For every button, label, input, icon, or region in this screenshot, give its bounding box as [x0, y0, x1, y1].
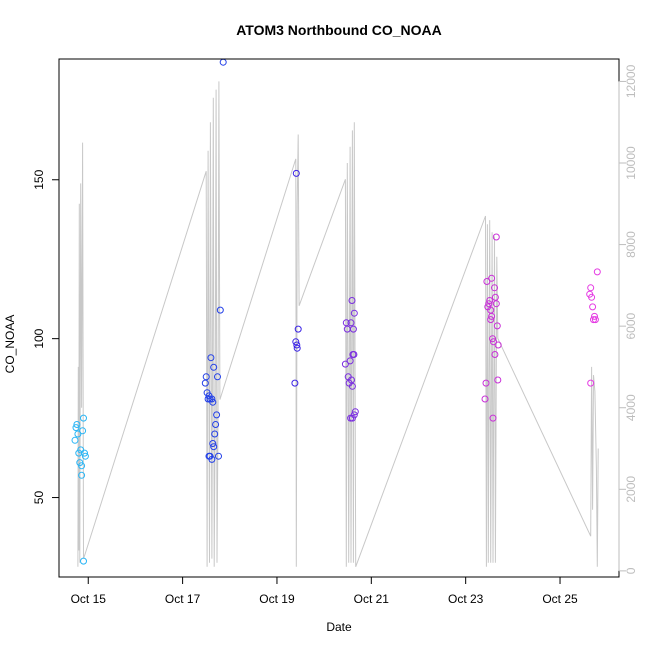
data-point [213, 411, 221, 419]
y2-tick-label: 8000 [624, 231, 638, 258]
data-point [341, 360, 349, 368]
data-point [216, 306, 224, 314]
data-point [483, 278, 491, 285]
data-point [74, 430, 82, 438]
data-point [491, 351, 499, 358]
data-point [491, 284, 498, 292]
data-point [73, 421, 81, 428]
data-point [292, 169, 300, 177]
data-point [348, 382, 356, 390]
data-point [212, 421, 220, 428]
y-tick-label: 150 [32, 169, 46, 189]
secondary-y-axis: 0 2000 4000 6000 8000 10000 12000 [618, 64, 638, 574]
y2-tick-label: 2000 [624, 476, 638, 503]
data-point [80, 557, 87, 565]
x-tick-label: Oct 15 [71, 592, 107, 606]
data-point [293, 341, 301, 349]
data-point [489, 414, 497, 422]
x-axis: Oct 15 Oct 17 Oct 19 Oct 21 Oct 23 Oct 25 [71, 576, 578, 606]
data-point [293, 344, 301, 352]
y-axis: 50 100 150 [32, 169, 60, 505]
data-point [208, 395, 216, 403]
data-point [346, 357, 354, 365]
data-point [489, 335, 497, 343]
data-point [587, 284, 595, 292]
data-point [81, 449, 88, 457]
y2-tick-label: 4000 [624, 394, 638, 421]
x-tick-label: Oct 25 [542, 592, 578, 606]
x-tick-label: Oct 19 [259, 592, 295, 606]
data-point [482, 379, 490, 387]
data-point [208, 455, 216, 463]
data-point [588, 293, 596, 301]
data-point [351, 408, 359, 416]
y2-tick-label: 10000 [624, 146, 638, 180]
data-point [488, 312, 496, 320]
data-point [349, 325, 357, 333]
data-point [209, 440, 217, 447]
data-point [590, 316, 597, 324]
y-axis-label: CO_NOAA [3, 315, 17, 374]
data-point [81, 452, 89, 460]
y-tick-label: 50 [32, 491, 46, 505]
data-point [486, 297, 494, 304]
data-point [481, 395, 489, 403]
points-layer [71, 58, 601, 565]
data-point [80, 414, 87, 422]
data-point [207, 354, 215, 362]
x-tick-label: Oct 23 [448, 592, 484, 606]
data-point [490, 338, 497, 346]
data-point [494, 341, 502, 349]
data-point [591, 312, 598, 320]
data-point [347, 319, 355, 327]
data-point [72, 424, 80, 432]
data-point [291, 379, 299, 387]
x-tick-label: Oct 21 [354, 592, 390, 606]
data-point [492, 300, 500, 308]
y2-tick-label: 12000 [624, 64, 638, 98]
data-point [350, 309, 358, 317]
data-point [493, 322, 501, 330]
data-point [78, 471, 86, 479]
data-point [485, 300, 493, 308]
x-tick-label: Oct 17 [165, 592, 201, 606]
y2-tick-label: 0 [624, 567, 638, 574]
data-point [292, 338, 300, 346]
data-point [202, 373, 210, 381]
y2-tick-label: 6000 [624, 312, 638, 339]
data-point [294, 325, 302, 333]
data-point [488, 274, 496, 282]
x-axis-label: Date [326, 620, 352, 634]
data-point [210, 363, 218, 371]
data-point [79, 427, 87, 435]
data-point [210, 443, 218, 451]
chart-title: ATOM3 Northbound CO_NOAA [236, 22, 442, 38]
altitude-line [77, 81, 599, 567]
data-point [589, 303, 597, 311]
data-point [71, 436, 79, 444]
data-point [491, 293, 499, 301]
data-point [492, 233, 500, 241]
data-point [593, 268, 601, 276]
altitude-layer [77, 81, 599, 567]
data-point [348, 297, 356, 304]
data-point [350, 351, 358, 358]
data-point [78, 462, 86, 470]
data-point [211, 430, 219, 438]
data-point [591, 316, 599, 324]
y-tick-label: 100 [32, 328, 46, 348]
data-point [487, 316, 495, 324]
data-point [204, 395, 212, 403]
data-point [214, 373, 221, 381]
data-point [587, 379, 595, 387]
data-point [494, 376, 502, 384]
data-point [350, 411, 358, 419]
data-point [215, 452, 222, 460]
data-point [209, 398, 217, 406]
